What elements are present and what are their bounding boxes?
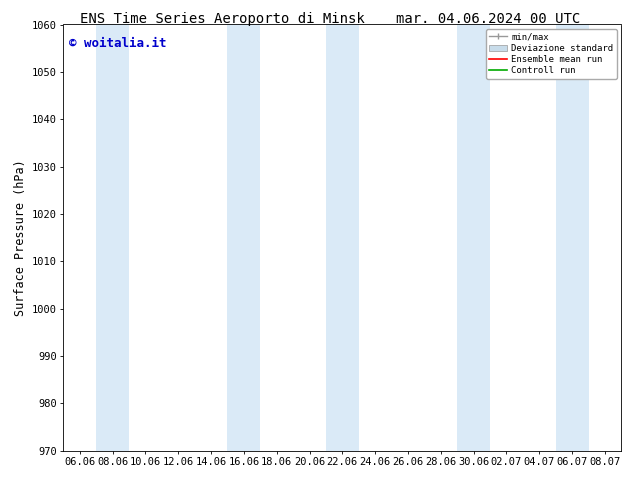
Text: ENS Time Series Aeroporto di Minsk: ENS Time Series Aeroporto di Minsk [79, 12, 365, 26]
Text: © woitalia.it: © woitalia.it [69, 37, 167, 50]
Text: mar. 04.06.2024 00 UTC: mar. 04.06.2024 00 UTC [396, 12, 580, 26]
Bar [326, 24, 359, 451]
Y-axis label: Surface Pressure (hPa): Surface Pressure (hPa) [13, 159, 27, 316]
Legend: min/max, Deviazione standard, Ensemble mean run, Controll run: min/max, Deviazione standard, Ensemble m… [486, 29, 617, 79]
Bar [555, 24, 588, 451]
Bar [96, 24, 129, 451]
Bar [228, 24, 261, 451]
Bar [457, 24, 490, 451]
